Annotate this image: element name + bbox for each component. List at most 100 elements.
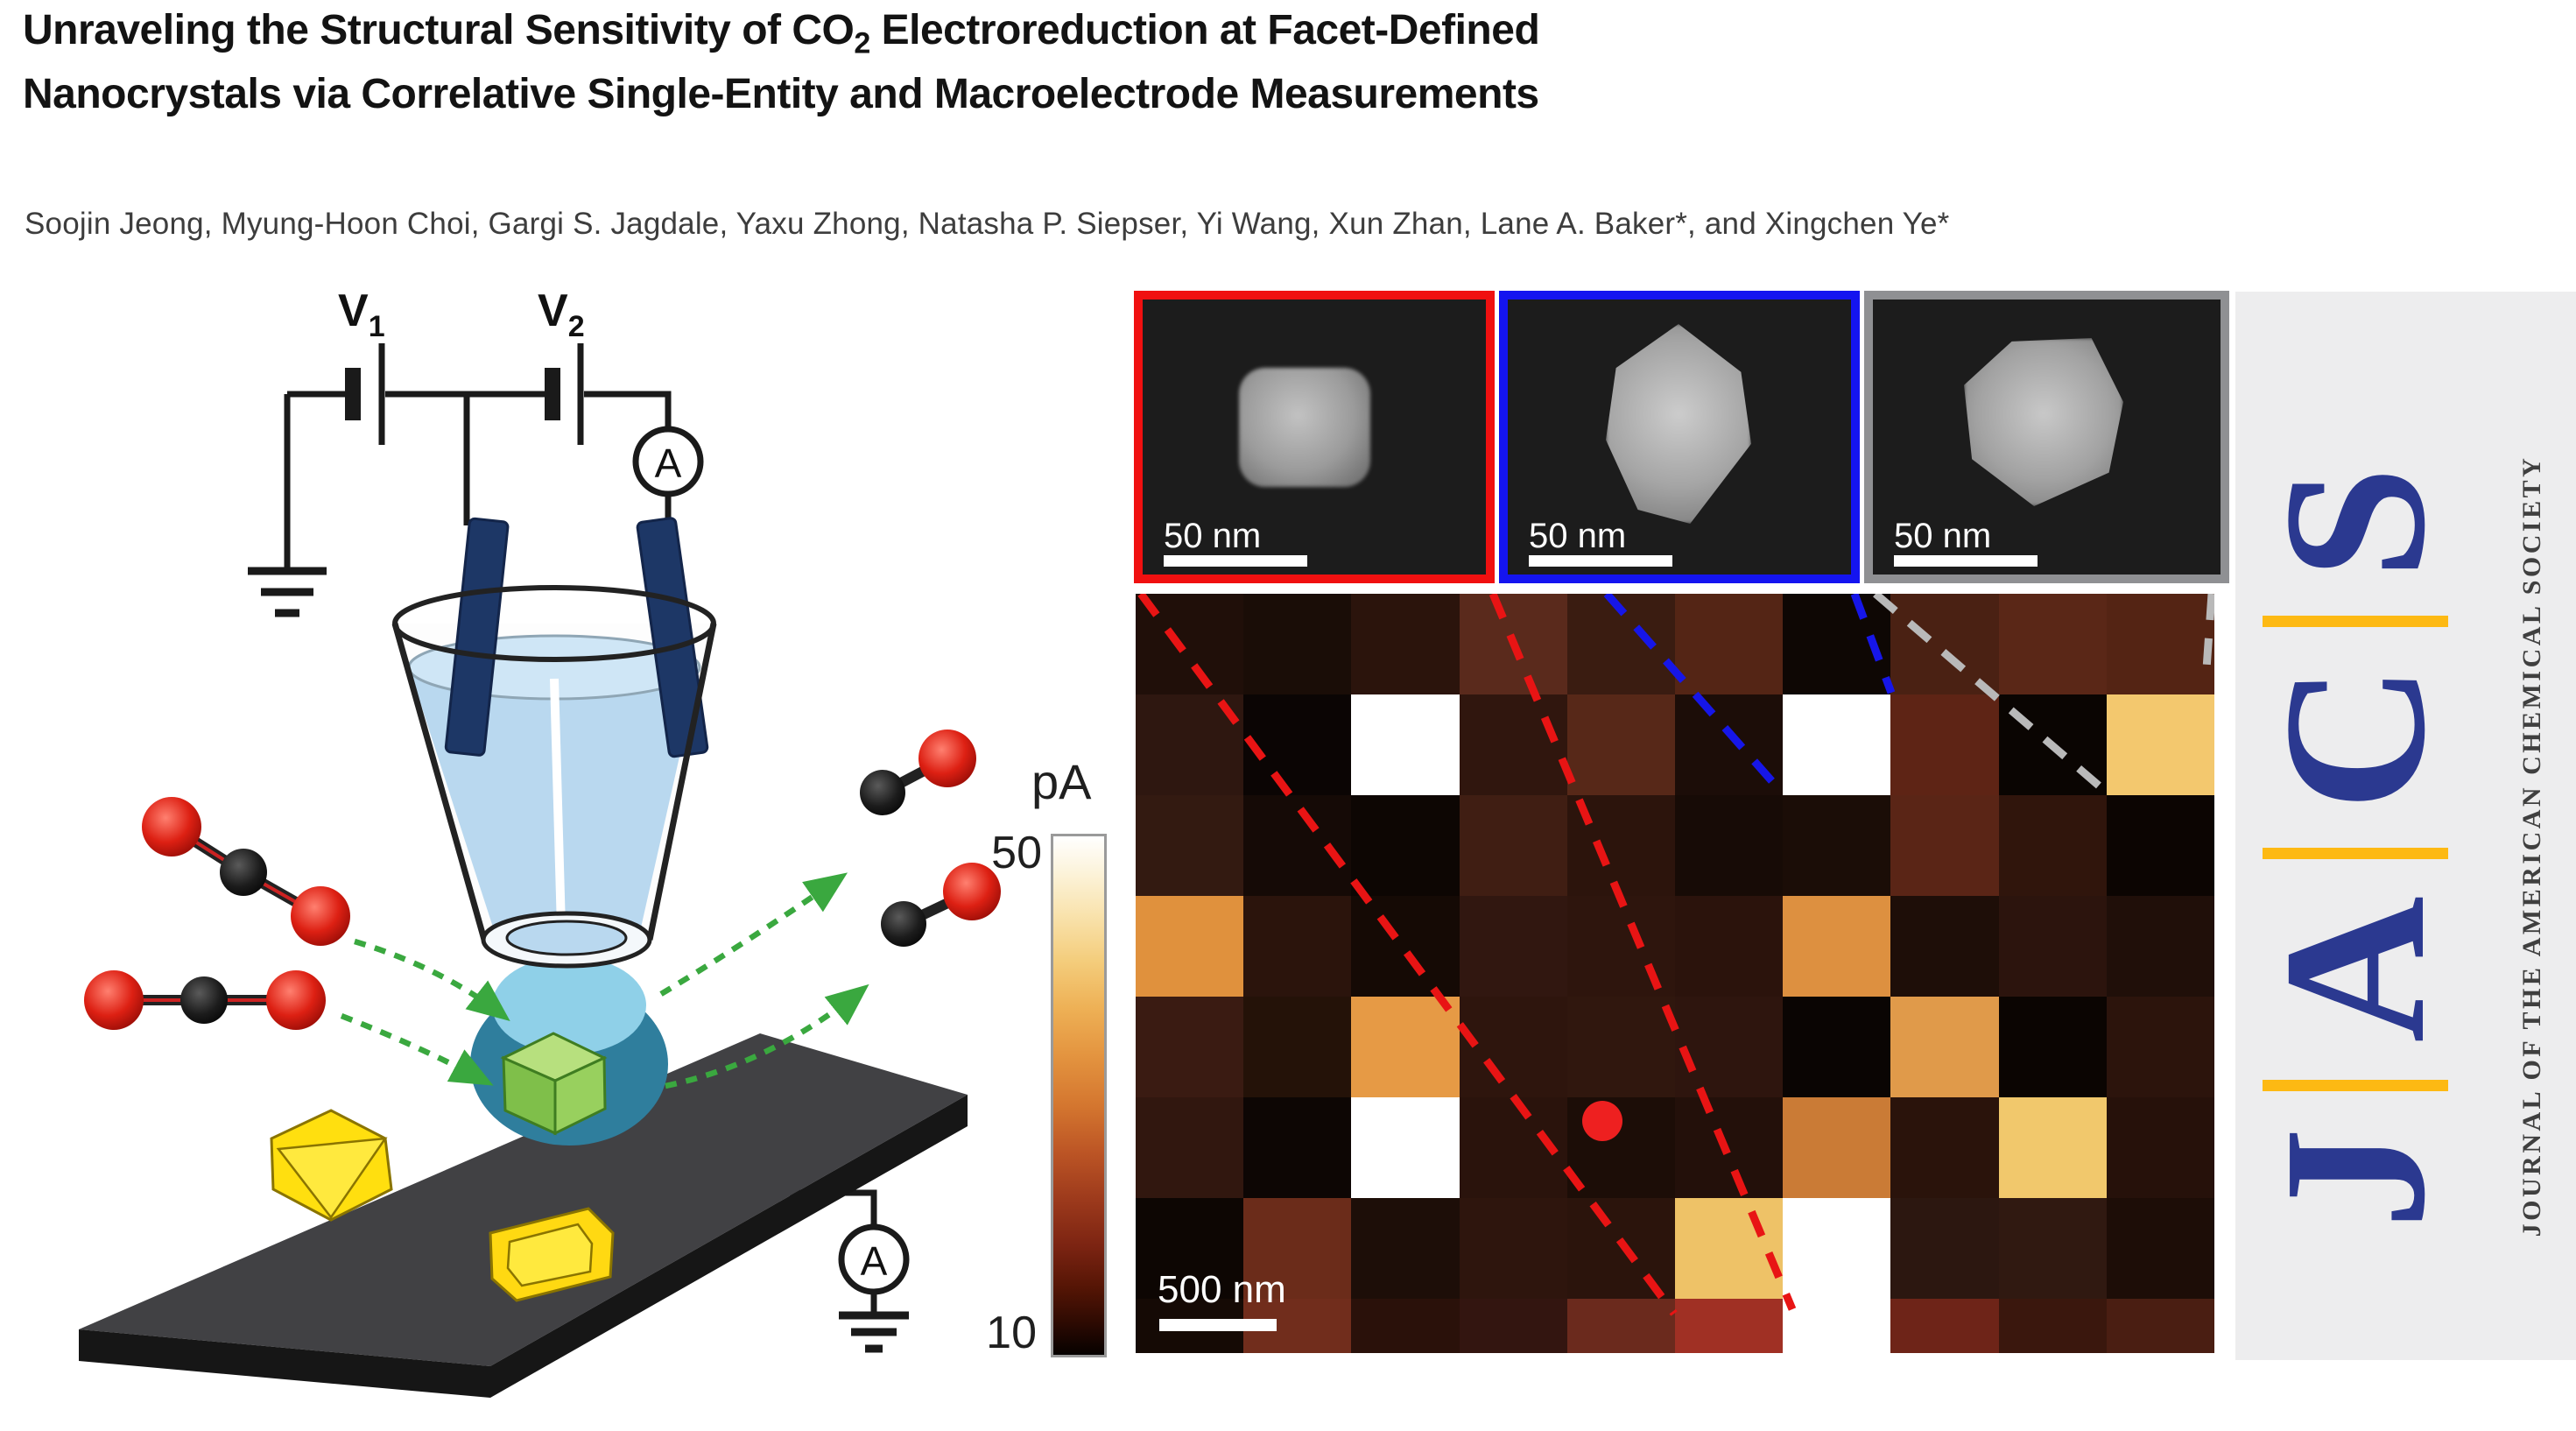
heatmap-cell — [2106, 1299, 2214, 1353]
heatmap-cell — [1783, 1299, 1891, 1353]
heatmap-cell — [1243, 997, 1352, 1097]
heatmap-cell — [1459, 1299, 1567, 1353]
heatmap-cell — [1459, 1097, 1567, 1198]
title-line1-post: Electroreduction at Facet-Defined — [869, 7, 1540, 53]
heatmap-cell — [1674, 896, 1784, 997]
page-title: Unraveling the Structural Sensitivity of… — [23, 5, 2527, 120]
co2-molecule-2 — [84, 970, 326, 1030]
heatmap-cell — [1783, 896, 1891, 997]
yellow-cuboid-crystal — [489, 1207, 615, 1302]
heatmap-cell — [2106, 1097, 2214, 1198]
colorbar-max-label: 50 — [991, 828, 1042, 878]
v1-label: V1 — [338, 285, 385, 343]
jacs-letter: S — [2242, 466, 2467, 580]
heatmap-cell — [1351, 1097, 1460, 1198]
heatmap-cell — [1783, 1097, 1891, 1198]
map-scale-bar — [1159, 1319, 1277, 1331]
octahedron-particle-image — [1964, 338, 2123, 506]
jacs-separator-bar — [2263, 616, 2448, 628]
ammeter-top-label: A — [655, 441, 682, 486]
heatmap-cell — [1459, 594, 1567, 694]
heatmap-cell — [2106, 896, 2214, 997]
co-molecule-2 — [881, 863, 1001, 947]
author-list: Soojin Jeong, Myung-Hoon Choi, Gargi S. … — [25, 207, 1950, 241]
heatmap-cell — [1674, 795, 1784, 896]
heatmap-cell — [1674, 594, 1784, 694]
pipette — [391, 517, 717, 969]
inset-scale-bar — [1164, 555, 1307, 567]
title-line2: Nanocrystals via Correlative Single-Enti… — [23, 70, 1539, 117]
heatmap-cell — [2106, 1198, 2214, 1299]
heatmap-cell — [1674, 997, 1784, 1097]
inset-scale-bar — [1529, 555, 1672, 567]
heatmap-cell — [2106, 694, 2214, 795]
electrochemical-cell-schematic: V1 V2 A A — [79, 285, 1001, 1398]
co-molecule-1 — [860, 730, 976, 815]
heatmap-cell — [1459, 896, 1567, 997]
heatmap-cell — [1998, 896, 2107, 997]
jacs-tagline: JOURNAL OF THE AMERICAN CHEMICAL SOCIETY — [2517, 455, 2546, 1237]
jacs-letter: A — [2242, 896, 2467, 1043]
colorbar-min-label: 10 — [986, 1308, 1037, 1358]
heatmap-cell — [1566, 997, 1675, 1097]
heatmap-cell — [1243, 795, 1352, 896]
heatmap-cell — [1998, 594, 2107, 694]
heatmap-cell — [1674, 1198, 1784, 1299]
heatmap-cell — [1783, 594, 1891, 694]
heatmap-cell — [1136, 997, 1244, 1097]
heatmap-cell — [1890, 1097, 1999, 1198]
cube-particle-image — [1239, 368, 1370, 487]
heatmap-cell — [1459, 997, 1567, 1097]
heatmap-cell — [1890, 1299, 1999, 1353]
heatmap-cell — [1783, 997, 1891, 1097]
heatmap-cell — [1890, 997, 1999, 1097]
heatmap-cell — [1459, 795, 1567, 896]
heatmap-cell — [1890, 1198, 1999, 1299]
heatmap-cell — [1998, 1299, 2107, 1353]
heatmap-cell — [1890, 896, 1999, 997]
heatmap-cell — [1566, 594, 1675, 694]
heatmap-cell — [1998, 1198, 2107, 1299]
heatmap-cell — [2106, 795, 2214, 896]
heatmap-cell — [1136, 896, 1244, 997]
jacs-letter: C — [2242, 664, 2467, 812]
heatmap-cell — [1566, 795, 1675, 896]
inset-scale-bar — [1894, 555, 2038, 567]
v2-label: V2 — [538, 285, 585, 343]
heatmap-grid — [1136, 594, 2214, 1353]
sem-inset-cube: 50 nm — [1134, 291, 1495, 583]
sem-inset-octahedron: 50 nm — [1864, 291, 2229, 583]
heatmap-cell — [1566, 1198, 1675, 1299]
title-co2-subscript: 2 — [854, 26, 870, 60]
heatmap-cell — [1136, 594, 1244, 694]
droplet-inner — [492, 956, 646, 1054]
heatmap-cell — [1566, 694, 1675, 795]
jacs-separator-bar — [2263, 848, 2448, 860]
heatmap-cell — [1566, 896, 1675, 997]
heatmap-cell — [1136, 1097, 1244, 1198]
jacs-separator-bar — [2263, 1079, 2448, 1091]
colorbar — [1051, 834, 1107, 1357]
heatmap-cell — [1783, 1198, 1891, 1299]
green-nanocrystal — [500, 1032, 608, 1136]
heatmap-cell — [1566, 1299, 1675, 1353]
heatmap-cell — [1890, 795, 1999, 896]
ammeter-bottom-label: A — [861, 1238, 888, 1284]
reaction-arrows — [340, 872, 869, 1089]
inset-scale-label: 50 nm — [1529, 517, 1627, 555]
map-scale-label: 500 nm — [1158, 1268, 1286, 1311]
title-line1-pre: Unraveling the Structural Sensitivity of… — [23, 7, 855, 53]
heatmap-cell — [1783, 694, 1891, 795]
heatmap-cell — [1998, 1097, 2107, 1198]
sem-inset-rhombic-dodecahedron: 50 nm — [1499, 291, 1860, 583]
colorbar-unit-label: pA — [1031, 754, 1092, 809]
heatmap-cell — [1136, 694, 1244, 795]
electrode-left — [444, 517, 510, 757]
heatmap-cell — [1998, 694, 2107, 795]
heatmap-cell — [1459, 1198, 1567, 1299]
heatmap-cell — [1783, 795, 1891, 896]
heatmap-cell — [1243, 896, 1352, 997]
heatmap-cell — [1674, 1299, 1784, 1353]
